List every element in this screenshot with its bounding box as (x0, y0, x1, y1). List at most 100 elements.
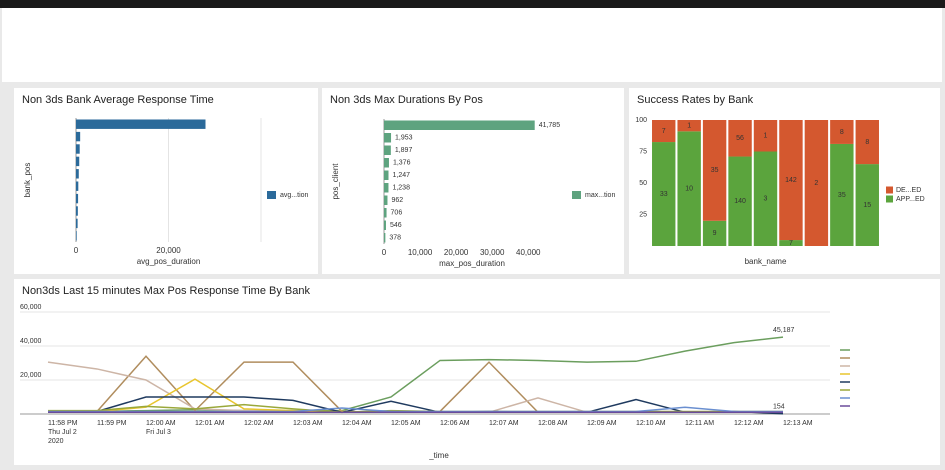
data-label: 706 (391, 210, 403, 217)
x-tick-label: Thu Jul 2 (48, 429, 77, 436)
panel-title: Success Rates by Bank (637, 94, 754, 106)
x-axis-label: bank_name (745, 257, 787, 266)
bar (76, 144, 80, 154)
data-label: 35 (711, 167, 719, 174)
data-label: 2 (814, 180, 818, 187)
bar-segment (855, 120, 879, 165)
legend-swatch (572, 191, 581, 199)
data-label: 45,187 (773, 327, 795, 334)
x-tick-label: 12:03 AM (293, 420, 323, 427)
bar (384, 183, 389, 193)
data-label: 15 (863, 202, 871, 209)
bar (384, 220, 386, 230)
data-label: 1 (764, 133, 768, 140)
bar (384, 133, 392, 143)
y-axis-label: pos_client (331, 163, 340, 200)
data-label: 142 (785, 177, 797, 184)
data-label: 33 (660, 191, 668, 198)
x-tick-label: 11:58 PM (48, 420, 78, 427)
panel-title: Non 3ds Max Durations By Pos (330, 94, 483, 106)
data-label: 1,238 (392, 185, 410, 192)
x-tick-label: 0 (74, 246, 79, 255)
data-label: 8 (865, 139, 869, 146)
data-label: 378 (389, 235, 401, 242)
x-tick-label: 12:07 AM (489, 420, 519, 427)
y-tick-label: 25 (639, 211, 647, 218)
bar-segment (779, 120, 803, 241)
x-tick-label: 30,000 (480, 248, 505, 257)
y-tick-label: 60,000 (20, 304, 42, 311)
bar-segment (830, 143, 854, 246)
panel (14, 88, 318, 274)
line-series (48, 396, 784, 415)
bar (76, 218, 78, 229)
bar-segment (702, 120, 727, 221)
y-tick-label: 100 (635, 117, 647, 124)
header (2, 8, 942, 82)
data-label: 546 (390, 222, 402, 229)
data-label: 41,785 (539, 122, 561, 129)
panel (14, 279, 940, 465)
bar-segment (652, 142, 676, 246)
bar-segment (830, 120, 854, 144)
line-series (48, 406, 783, 413)
bar (76, 169, 79, 179)
data-label: 7 (789, 240, 793, 247)
bar-segment (728, 120, 752, 157)
bar-segment (753, 151, 778, 246)
bar-segment (677, 120, 701, 132)
legend-label: DE...ED (896, 187, 921, 194)
bar (76, 119, 206, 129)
data-label: 1 (687, 123, 691, 130)
bar (384, 145, 391, 155)
data-label: 962 (391, 197, 403, 204)
data-label: 154 (773, 404, 785, 411)
panel-title: Non3ds Last 15 minutes Max Pos Response … (22, 285, 310, 297)
legend-swatch (886, 186, 893, 194)
x-tick-label: 2020 (48, 438, 64, 445)
legend-swatch (886, 195, 893, 203)
data-label: 10 (685, 186, 693, 193)
x-axis-label: _time (428, 451, 449, 460)
top-bar (0, 0, 945, 8)
legend-label: max...tion (585, 192, 615, 199)
x-tick-label: 12:11 AM (685, 420, 714, 427)
y-tick-label: 40,000 (20, 338, 42, 345)
x-tick-label: 12:00 AM (146, 420, 176, 427)
x-tick-label: 20,000 (444, 248, 469, 257)
bar (76, 131, 81, 142)
y-tick-label: 75 (639, 148, 647, 155)
y-axis-label: bank_pos (23, 163, 32, 198)
bar-segment (728, 156, 752, 246)
bar-segment (855, 164, 879, 246)
bar (384, 208, 387, 218)
bar (384, 233, 386, 243)
x-axis-label: avg_pos_duration (137, 257, 201, 266)
data-label: 3 (764, 196, 768, 203)
bar-segment (677, 131, 701, 246)
data-label: 7 (662, 128, 666, 135)
bar (384, 120, 535, 130)
y-tick-label: 20,000 (20, 372, 42, 379)
data-label: 140 (734, 198, 746, 205)
x-tick-label: 10,000 (408, 248, 433, 257)
data-label: 8 (840, 129, 844, 136)
data-label: 1,247 (392, 172, 410, 179)
x-tick-label: 0 (382, 248, 387, 257)
x-tick-label: 12:08 AM (538, 420, 568, 427)
data-label: 35 (838, 192, 846, 199)
data-label: 1,897 (395, 147, 413, 154)
bar-segment (702, 220, 727, 246)
x-tick-label: 12:02 AM (244, 420, 274, 427)
x-tick-label: 20,000 (156, 246, 181, 255)
x-tick-label: Fri Jul 3 (146, 429, 171, 436)
bar (76, 193, 79, 204)
x-tick-label: 12:10 AM (636, 420, 666, 427)
panel-title: Non 3ds Bank Average Response Time (22, 94, 214, 106)
bar (384, 170, 389, 180)
legend-label: avg...tion (280, 192, 309, 199)
x-tick-label: 40,000 (516, 248, 541, 257)
data-label: 1,953 (395, 135, 413, 142)
x-tick-label: 12:05 AM (391, 420, 421, 427)
